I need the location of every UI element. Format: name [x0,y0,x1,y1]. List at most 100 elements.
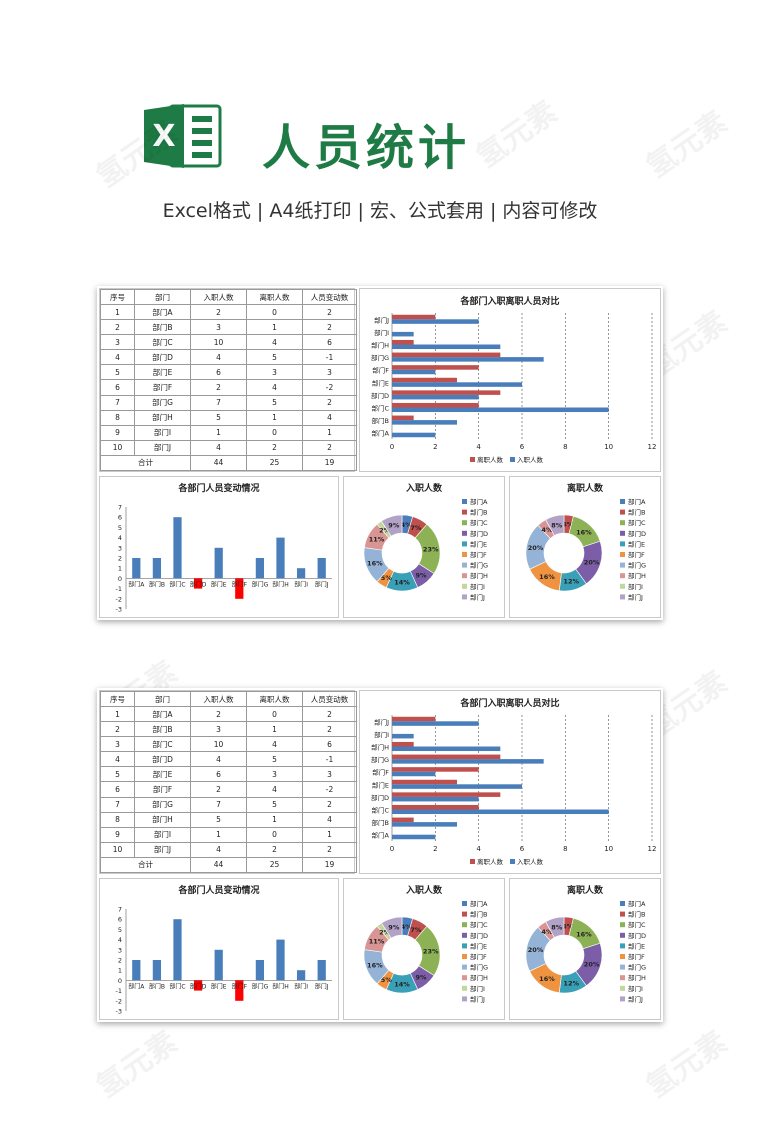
watermark: 氢元素 [90,1024,184,1106]
legend-swatch [620,964,625,970]
legend-swatch [620,932,625,938]
compare-chart: 0 2 4 6 8 10 12 部门J 部门I 部门H 部门G 部门F 部门E 部门D 部门C 部门B 部门A 离… [371,715,656,866]
table-header-cell: 部门 [134,288,191,306]
table-cell: 3 [100,334,135,351]
table-cell: 1 [302,424,357,441]
table-total-row: 合计 44 25 19 [100,856,357,874]
slice-label: 4% [541,526,553,534]
change-bar [317,960,326,981]
table-cell: 10 [100,841,135,858]
slice-label: 23% [423,545,439,553]
y-tick-label: 5 [118,926,122,934]
table-header-cell: 离职人数 [246,288,303,306]
slice-label: 20% [528,946,544,954]
legend-label: 离职人数 [477,455,504,464]
x-tick-label: 4 [476,443,481,451]
table-cell: 部门E [134,364,191,381]
chart-title: 各部门入职离职人员对比 [460,699,560,709]
table-row: 5 部门E 6 3 3 [100,766,357,783]
x-tick-label: 2 [433,845,437,853]
staff-table: 序号 部门 入职人数 离职人数 人员变动数 1 部门A 2 0 2 2 部门B 3 1 2 3 部门C 10 4 6 4… [100,288,357,472]
change-bar [255,960,265,981]
donut-chart: 4%16%20%12%16%20%4%8%部门A部门B部门C部门D部门E部门F部… [525,497,646,601]
legend-label: 部门J [470,592,485,601]
x-tick-label: 10 [604,845,613,853]
slice-label: 9% [388,522,400,530]
legend-label: 部门I [470,582,485,591]
legend-swatch [620,509,625,515]
table-row: 3 部门C 10 4 6 [100,736,357,753]
legend-swatch [620,954,625,959]
legend-label: 部门F [470,550,487,559]
table-cell: 9 [100,424,135,441]
change-bar [276,939,285,981]
slice-label: 7% [410,926,422,934]
table-cell: 2 [302,841,357,858]
legend-swatch [620,975,625,981]
bar-leave [392,804,479,810]
donut-chart: 4%16%20%12%16%20%4%8%部门A部门B部门C部门D部门E部门F部… [525,899,646,1003]
chart-title: 入职人数 [405,886,442,896]
slice-label: 16% [367,560,383,568]
table-cell: 6 [190,364,247,381]
donut-panel: 入职人数 4% 7% 23% 9% 14% 5% 16% 11% 2% 9% 部门A 部门B 部门C 部门D… [343,476,505,618]
legend-swatch [462,975,467,981]
legend-swatch [462,530,467,536]
bar-leave [392,390,501,395]
table-cell: 7 [190,796,247,813]
staff-table: 序号 部门 入职人数 离职人数 人员变动数 1 部门A 2 0 2 2 部门B 3 1 2 3 部门C 10 4 6 4… [100,690,357,874]
table-row: 1 部门A 2 0 2 [100,304,357,321]
total-cell: 44 [190,856,247,874]
table-row: 1 部门A 2 0 2 [100,706,357,723]
legend-swatch [462,943,467,949]
y-tick-label: 部门A [372,429,390,438]
x-tick-label: 部门A [128,982,145,990]
table-cell: 4 [302,409,357,426]
y-tick-label: 部门D [371,391,389,400]
bar-join [392,331,414,337]
watermark: 氢元素 [640,1024,734,1106]
legend-label: 部门E [470,539,487,548]
table-header-cell: 入职人数 [190,288,247,306]
table-cell: 4 [100,751,135,768]
change-chart-panel: 各部门人员变动情况 7 6 5 4 3 2 1 0 -1 -2 -3 部门A 部门B 部门C 部门D 部门E 部门… [99,476,339,618]
table-cell: 4 [246,736,303,753]
data-table-panel: 序号 部门 入职人数 离职人数 人员变动数 1 部门A 2 0 2 2 部门B 3 1 2 3 部门C 10 4 6 4… [99,690,357,874]
bar-leave [392,402,479,408]
y-tick-label: -2 [116,595,122,603]
legend-swatch [462,499,467,504]
y-tick-label: 部门H [371,743,389,752]
y-tick-label: 0 [118,575,122,583]
sheet-preview: 序号 部门 入职人数 离职人数 人员变动数 1 部门A 2 0 2 2 部门B 3 1 2 3 部门C 10 4 6 4… [97,688,663,1022]
bar-join [392,394,479,400]
x-tick-label: 部门J [315,982,329,990]
table-cell: 2 [190,781,247,798]
y-tick-label: -1 [116,585,122,593]
y-tick-label: -1 [116,987,122,995]
table-cell: 部门C [134,736,191,753]
x-tick-label: 部门J [315,580,329,588]
legend-label: 部门F [470,952,487,961]
change-bar [317,558,326,579]
table-cell: 2 [100,319,135,336]
change-chart-panel: 各部门人员变动情况 7 6 5 4 3 2 1 0 -1 -2 -3 部门A 部门B 部门C 部门D 部门E 部门… [99,878,339,1020]
bar-join [392,796,479,802]
total-label: 合计 [100,454,191,472]
legend-swatch [462,932,467,938]
legend-label: 部门A [628,497,646,506]
bar-join [392,369,436,375]
change-chart: 7 6 5 4 3 2 1 0 -1 -2 -3 部门A 部门B 部门C 部门D 部门E 部门F 部门G 部门H 部门… [116,504,332,614]
y-tick-label: 3 [118,544,122,552]
x-tick-label: 部门C [169,982,185,990]
table-row: 7 部门G 7 5 2 [100,394,357,411]
bar-join [392,759,544,764]
table-cell: 4 [100,349,135,366]
table-cell: 4 [190,841,247,858]
slice-label: 2% [379,928,391,936]
legend-label: 部门H [628,571,646,580]
table-cell: 3 [246,766,303,783]
y-tick-label: 1 [118,967,122,975]
table-cell: 2 [302,706,357,723]
x-tick-label: 部门D [190,580,207,588]
table-cell: 1 [190,424,247,441]
